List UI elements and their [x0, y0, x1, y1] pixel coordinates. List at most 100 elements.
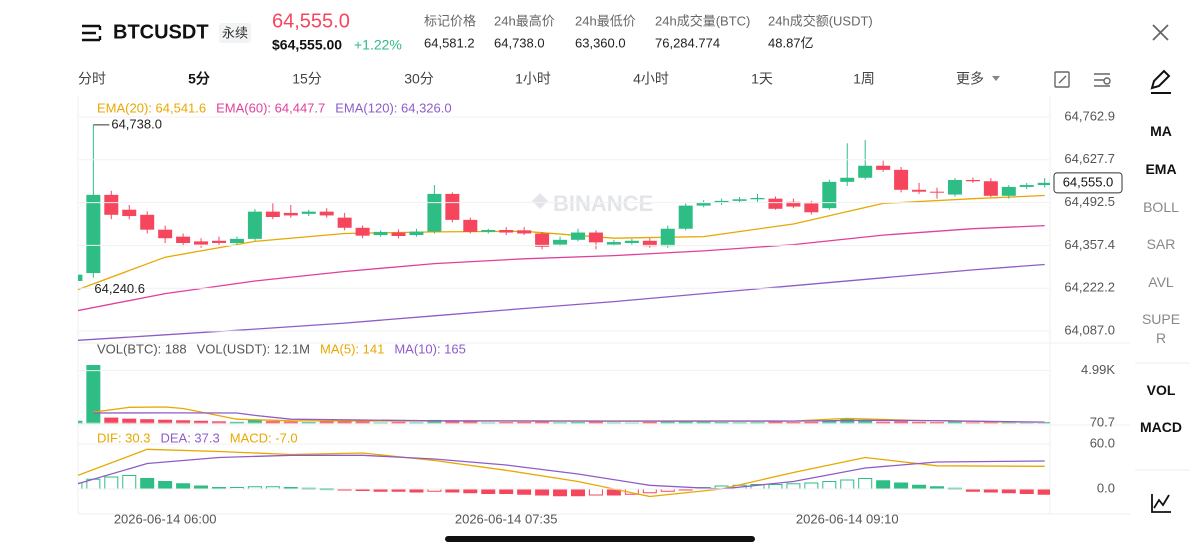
candle-body: [606, 242, 621, 245]
macd-bar: [463, 488, 478, 494]
layout-icon[interactable]: [1094, 73, 1111, 87]
candle-body: [445, 193, 460, 220]
stat-label: 24h成交量(BTC): [655, 13, 750, 28]
macd-bar: [140, 478, 155, 490]
timeframe-tab[interactable]: 4小时: [633, 71, 669, 87]
high-label: 64,738.0: [111, 116, 162, 131]
pair[interactable]: BTCUSDT: [113, 21, 209, 43]
stat-value: 64,738.0: [494, 35, 545, 50]
indicator-line: [78, 224, 1045, 312]
legend-entry: EMA(20): 64,541.6: [97, 100, 206, 115]
logo-icon[interactable]: [82, 24, 102, 42]
indicator-toggle[interactable]: MACD: [1140, 419, 1182, 435]
candle-body: [158, 229, 173, 239]
volume-bar: [265, 421, 280, 424]
volume-bar: [535, 421, 550, 424]
indicator-toggle[interactable]: MA: [1150, 123, 1172, 139]
y-tick-label: 64,087.0: [1064, 322, 1115, 337]
price-tag-bg: [1053, 172, 1123, 194]
y-tick-label: 64,492.5: [1064, 194, 1115, 209]
indicator-toggle[interactable]: SAR: [1146, 236, 1176, 252]
candle-body: [642, 240, 657, 247]
watermark: BINANCE: [532, 191, 653, 216]
volume-bar: [947, 421, 962, 424]
timeframe-tab[interactable]: 1周: [853, 71, 875, 87]
timeframe-tab[interactable]: 分时: [78, 71, 106, 87]
candle-body: [481, 230, 496, 232]
macd-bar: [517, 488, 532, 495]
indicator-line: [78, 263, 1045, 341]
candle-body: [571, 232, 585, 240]
candle-body: [535, 233, 550, 247]
timeframe-tab[interactable]: 30分: [404, 71, 434, 87]
indicator-toggle[interactable]: SUPER: [1141, 311, 1181, 346]
macd-bar: [481, 488, 496, 494]
stat-value: 48.87亿: [768, 35, 814, 50]
timeframe-tab[interactable]: 1小时: [515, 71, 551, 87]
candle-body: [804, 203, 819, 213]
draw-tool-icon[interactable]: [1150, 69, 1171, 94]
volume-bar: [140, 419, 155, 424]
volume-bar: [678, 420, 693, 424]
timeframe-tab[interactable]: 5分: [188, 71, 210, 87]
volume-bar: [894, 421, 909, 424]
candle-body: [1019, 185, 1034, 187]
macd-bar: [571, 488, 585, 497]
indicator-toggle[interactable]: AVL: [1148, 274, 1174, 290]
close-button[interactable]: [1152, 24, 1169, 41]
volume-bar: [122, 418, 137, 424]
volume-bar: [212, 421, 226, 424]
volume-bar: [337, 420, 352, 424]
volume-bar: [427, 419, 442, 424]
macd-bar: [840, 479, 855, 490]
candle-body: [78, 274, 83, 281]
x-tick-label: 2026-06-14 07:35: [455, 511, 558, 526]
candle-body: [212, 240, 226, 243]
candle-body: [1037, 182, 1050, 186]
macd-bar: [122, 475, 137, 490]
candle-body: [265, 211, 280, 218]
candle-body: [1001, 186, 1016, 196]
candle-body: [373, 231, 388, 236]
macd-bar: [768, 484, 783, 490]
settings-icon[interactable]: [1054, 71, 1070, 88]
candle-body: [876, 165, 891, 170]
timeframe-tab[interactable]: 更多: [956, 71, 984, 87]
chart-tools-icon[interactable]: [1151, 494, 1171, 513]
legend-entry: VOL(USDT): 12.1M: [197, 341, 310, 356]
timeframe-tab[interactable]: 15分: [292, 71, 322, 87]
x-tick-label: 2026-06-14 09:10: [796, 511, 899, 526]
macd-bar: [1001, 488, 1016, 494]
indicator-toggle[interactable]: BOLL: [1143, 199, 1179, 215]
candle-body: [840, 177, 855, 182]
candle-body: [750, 198, 765, 200]
macd-bar: [804, 482, 819, 490]
candle-body: [912, 189, 927, 192]
indicator-line: [78, 454, 1045, 490]
macd-bar: [535, 488, 550, 496]
stat-label: 标记价格: [424, 13, 476, 28]
volume-bar: [822, 420, 837, 424]
volume-bar: [78, 420, 83, 424]
candle-body: [660, 228, 675, 247]
volume-bar: [463, 421, 478, 424]
candle-body: [768, 198, 783, 209]
indicator-toggle[interactable]: VOL: [1146, 382, 1176, 398]
volume-bar: [588, 421, 603, 424]
candle-body: [176, 236, 191, 243]
candle-body: [822, 181, 837, 209]
timeframe-tab[interactable]: 1天: [751, 71, 773, 87]
stat-value: 76,284.774: [655, 35, 720, 50]
y-tick-label: 64,762.9: [1064, 108, 1115, 123]
candle-body: [463, 219, 478, 232]
y-tick-label: 60.0: [1090, 435, 1115, 450]
indicator-toggle[interactable]: EMA: [1145, 161, 1177, 177]
legend-entry: EMA(120): 64,326.0: [335, 100, 451, 115]
macd-bar: [858, 478, 873, 490]
legend-entry: DIF: 30.3: [97, 430, 150, 445]
badge-bg: [219, 23, 251, 43]
candle-body: [283, 212, 298, 216]
y-tick-label: 4.99K: [1081, 362, 1115, 377]
candle-body: [894, 169, 909, 190]
